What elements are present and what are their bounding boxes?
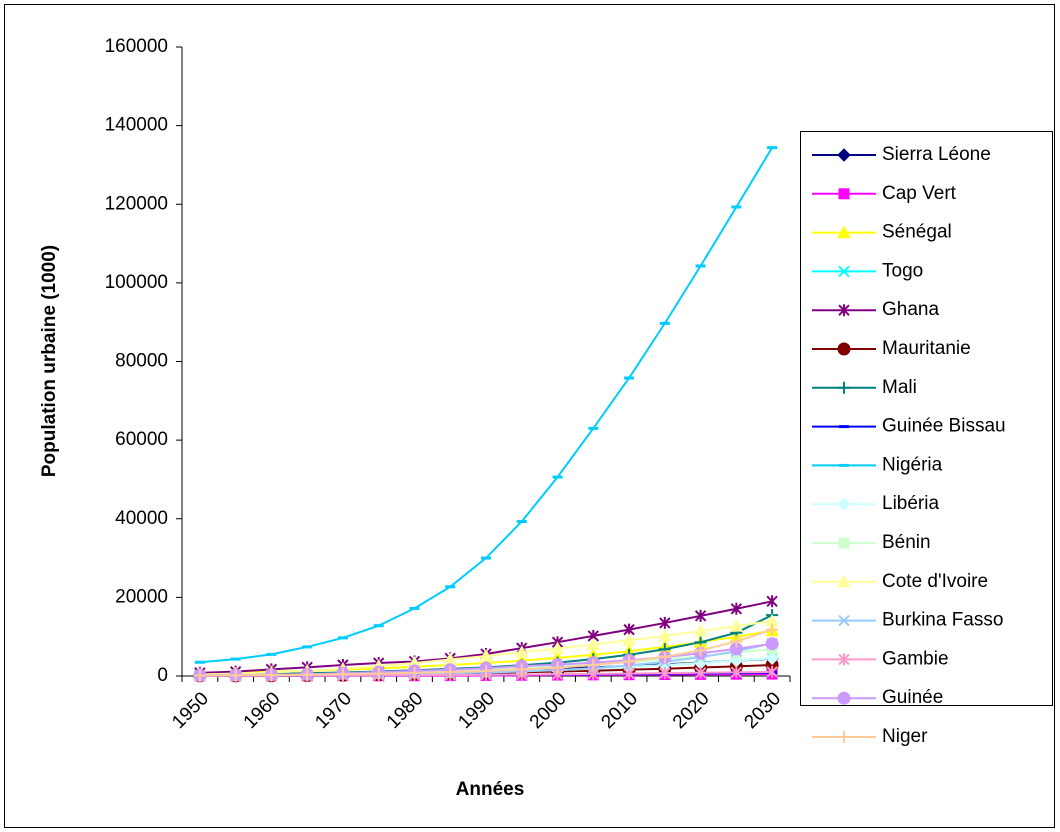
x-axis-title: Années	[456, 779, 525, 800]
marker	[336, 668, 349, 681]
marker	[838, 188, 850, 200]
legend-label: Sierra Léone	[882, 144, 991, 165]
marker	[838, 614, 850, 627]
marker	[445, 585, 456, 589]
marker	[372, 667, 385, 680]
legend-label: Cote d'Ivoire	[882, 571, 988, 592]
marker	[624, 376, 635, 380]
legend-label: Niger	[882, 726, 928, 747]
marker	[230, 657, 241, 661]
y-tick-label: 0	[157, 665, 168, 686]
y-tick-label: 60000	[115, 429, 168, 450]
y-tick-label: 40000	[115, 508, 168, 529]
marker	[659, 616, 671, 629]
marker	[479, 648, 493, 662]
legend-label: Gambie	[882, 648, 949, 669]
marker	[658, 650, 671, 663]
marker	[838, 304, 850, 317]
marker	[838, 381, 850, 394]
marker	[838, 537, 850, 549]
legend-label: Bénin	[882, 532, 931, 553]
y-tick-label: 100000	[105, 272, 168, 293]
marker	[694, 609, 707, 622]
marker	[194, 660, 205, 664]
marker	[657, 628, 672, 642]
legend-label: Libéria	[882, 493, 939, 514]
legend-label: Nigéria	[882, 454, 943, 475]
marker	[839, 463, 849, 467]
marker	[837, 574, 851, 588]
marker	[301, 668, 314, 681]
marker	[693, 624, 708, 637]
marker	[765, 651, 779, 666]
legend-label: Togo	[882, 260, 923, 281]
marker	[729, 619, 744, 632]
marker	[730, 602, 743, 615]
marker	[515, 663, 528, 676]
legend-label: Cap Vert	[882, 183, 957, 204]
marker	[837, 497, 851, 511]
marker	[767, 146, 778, 150]
marker	[266, 652, 277, 656]
legend-label: Guinée Bissau	[882, 416, 1006, 437]
marker	[229, 669, 242, 682]
marker	[480, 664, 492, 677]
marker	[838, 731, 850, 743]
marker	[839, 425, 849, 429]
marker	[695, 264, 706, 268]
marker	[193, 669, 206, 682]
legend-label: Guinée	[882, 687, 943, 708]
marker	[481, 556, 491, 560]
marker	[516, 520, 527, 524]
marker	[552, 475, 563, 479]
marker	[550, 641, 565, 654]
marker	[623, 655, 636, 668]
marker	[588, 426, 599, 430]
marker	[837, 148, 851, 162]
marker	[444, 666, 457, 679]
marker	[837, 225, 851, 239]
marker	[622, 633, 636, 646]
marker	[765, 637, 779, 651]
legend	[800, 131, 1053, 706]
marker	[766, 665, 778, 678]
marker	[838, 653, 850, 666]
marker	[730, 635, 743, 648]
marker	[337, 636, 348, 640]
marker	[265, 669, 278, 682]
marker	[730, 666, 743, 679]
marker	[766, 595, 778, 608]
marker	[766, 623, 779, 636]
marker	[694, 666, 707, 679]
y-tick-label: 80000	[115, 351, 168, 372]
legend-label: Burkina Fasso	[882, 610, 1003, 631]
marker	[659, 321, 670, 325]
y-tick-label: 20000	[115, 586, 168, 607]
marker	[731, 205, 742, 209]
y-tick-label: 120000	[105, 193, 168, 214]
legend-label: Mali	[882, 377, 917, 398]
legend-label: Ghana	[882, 299, 939, 320]
marker	[409, 606, 420, 610]
y-tick-label: 140000	[105, 115, 168, 136]
marker	[373, 624, 384, 628]
marker	[514, 645, 529, 658]
legend-label: Mauritanie	[882, 338, 971, 359]
marker	[408, 666, 421, 679]
marker	[838, 265, 850, 278]
y-tick-label: 160000	[105, 36, 168, 57]
marker	[659, 667, 671, 680]
marker	[837, 691, 851, 705]
y-axis-title: Population urbaine (1000)	[39, 245, 60, 477]
marker	[302, 645, 313, 649]
marker	[587, 658, 600, 671]
marker	[694, 644, 707, 657]
marker	[837, 342, 851, 356]
marker	[586, 637, 601, 651]
marker	[623, 667, 635, 680]
marker	[551, 661, 564, 674]
legend-label: Sénégal	[882, 222, 952, 243]
